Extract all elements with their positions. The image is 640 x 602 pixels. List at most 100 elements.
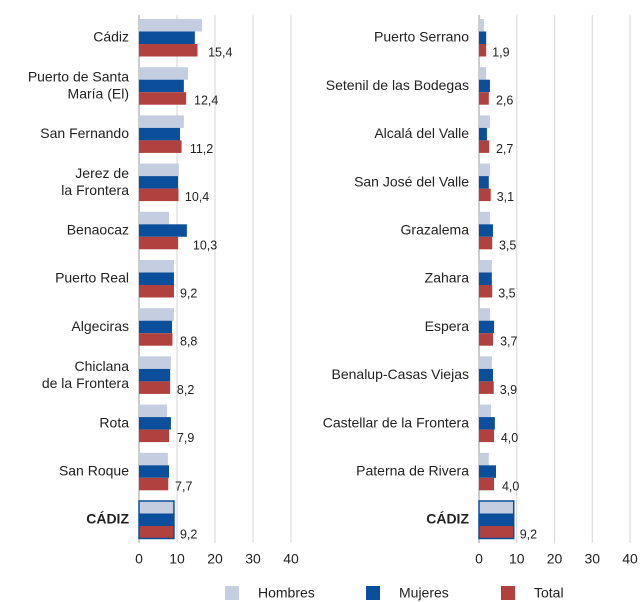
bar bbox=[139, 333, 173, 346]
bar bbox=[139, 429, 170, 443]
bar bbox=[139, 452, 168, 466]
bar bbox=[139, 417, 171, 430]
x-tick-label: 40 bbox=[283, 551, 299, 567]
category-label: Zahara bbox=[425, 270, 470, 286]
value-label: 3,5 bbox=[498, 287, 515, 301]
value-label: 11,2 bbox=[190, 142, 213, 156]
value-label: 3,1 bbox=[497, 190, 514, 204]
x-tick-label: 40 bbox=[622, 551, 638, 567]
highlight-box bbox=[138, 500, 175, 540]
legend-swatch bbox=[366, 586, 380, 600]
value-label: 4,0 bbox=[502, 479, 519, 493]
category-label: Puerto Real bbox=[55, 270, 129, 286]
bar bbox=[479, 236, 493, 250]
category-label: San José del Valle bbox=[354, 173, 469, 189]
legend-label: Mujeres bbox=[399, 585, 449, 601]
bar bbox=[479, 465, 496, 478]
bar bbox=[479, 308, 490, 321]
category-line: de la Frontera bbox=[42, 375, 129, 391]
value-label: 2,7 bbox=[496, 142, 513, 156]
bar bbox=[479, 224, 493, 237]
x-tick-label: 30 bbox=[584, 551, 600, 567]
legend-label: Total bbox=[534, 585, 564, 601]
category-label: Cádiz bbox=[93, 29, 129, 45]
value-label: 15,4 bbox=[208, 46, 232, 60]
value-label: 8,2 bbox=[177, 383, 194, 397]
bar bbox=[479, 127, 487, 141]
bar bbox=[479, 163, 490, 177]
bar bbox=[139, 260, 174, 273]
bar bbox=[479, 67, 487, 80]
category-label: Setenil de las Bodegas bbox=[326, 77, 469, 93]
value-label: 3,7 bbox=[500, 335, 517, 349]
bar bbox=[139, 115, 184, 128]
value-label: 3,9 bbox=[500, 383, 517, 397]
bar bbox=[139, 308, 174, 321]
bar bbox=[139, 501, 174, 514]
bar bbox=[139, 176, 179, 189]
bar bbox=[139, 285, 174, 298]
category-line: Chiclana bbox=[75, 358, 130, 374]
bar bbox=[479, 429, 495, 443]
value-label: 9,2 bbox=[180, 528, 197, 542]
bar bbox=[479, 31, 487, 44]
bar bbox=[479, 44, 487, 57]
category-label: Benalup-Casas Viejas bbox=[332, 366, 470, 382]
value-label: 9,2 bbox=[520, 528, 537, 542]
x-tick-label: 0 bbox=[475, 551, 483, 567]
bar bbox=[479, 92, 489, 105]
category-line: María (El) bbox=[68, 85, 129, 101]
highlight-box bbox=[478, 500, 515, 540]
value-label: 10,3 bbox=[193, 238, 217, 252]
bar bbox=[479, 368, 493, 382]
category-label: Jerez de la Frontera bbox=[61, 165, 129, 198]
bar bbox=[139, 272, 174, 285]
value-label: 7,9 bbox=[177, 431, 194, 445]
category-label: Chiclana de la Frontera bbox=[42, 358, 129, 391]
bar bbox=[139, 320, 173, 334]
value-label: 10,4 bbox=[185, 190, 209, 204]
bar bbox=[479, 176, 489, 189]
category-label: CÁDIZ bbox=[86, 511, 129, 527]
x-tick-label: 20 bbox=[547, 551, 563, 567]
category-line: Puerto de Santa bbox=[28, 68, 129, 84]
x-tick-label: 10 bbox=[509, 551, 525, 567]
bar bbox=[479, 79, 490, 93]
bar bbox=[139, 236, 179, 250]
x-tick-label: 0 bbox=[135, 551, 143, 567]
legend-swatch bbox=[501, 586, 515, 600]
bar bbox=[139, 19, 203, 32]
category-label: CÁDIZ bbox=[426, 511, 469, 527]
category-label: Paterna de Rivera bbox=[356, 463, 469, 479]
value-label: 1,9 bbox=[492, 46, 509, 60]
bar bbox=[139, 79, 184, 93]
x-tick-label: 30 bbox=[245, 551, 261, 567]
bar bbox=[479, 260, 492, 273]
category-label: Espera bbox=[425, 318, 470, 334]
bar bbox=[139, 140, 182, 153]
bar bbox=[479, 211, 490, 225]
bar bbox=[139, 67, 189, 80]
value-label: 2,6 bbox=[496, 94, 513, 108]
category-line: la Frontera bbox=[61, 182, 129, 198]
bar bbox=[139, 356, 171, 369]
bar bbox=[479, 417, 495, 430]
legend-swatch bbox=[225, 586, 239, 600]
bar bbox=[139, 188, 179, 202]
bar bbox=[479, 320, 495, 334]
bar bbox=[479, 285, 493, 298]
value-label: 8,8 bbox=[180, 335, 197, 349]
category-line: Jerez de bbox=[75, 165, 129, 181]
bar bbox=[139, 31, 195, 44]
category-label: San Fernando bbox=[40, 125, 129, 141]
bar bbox=[139, 127, 181, 141]
bar bbox=[479, 115, 490, 128]
bar bbox=[479, 452, 489, 466]
category-label: Castellar de la Frontera bbox=[323, 414, 470, 430]
bar bbox=[479, 356, 492, 369]
x-tick-label: 10 bbox=[169, 551, 185, 567]
bar bbox=[139, 211, 170, 225]
x-tick-label: 20 bbox=[207, 551, 223, 567]
bar bbox=[139, 163, 179, 177]
bar bbox=[139, 381, 171, 394]
